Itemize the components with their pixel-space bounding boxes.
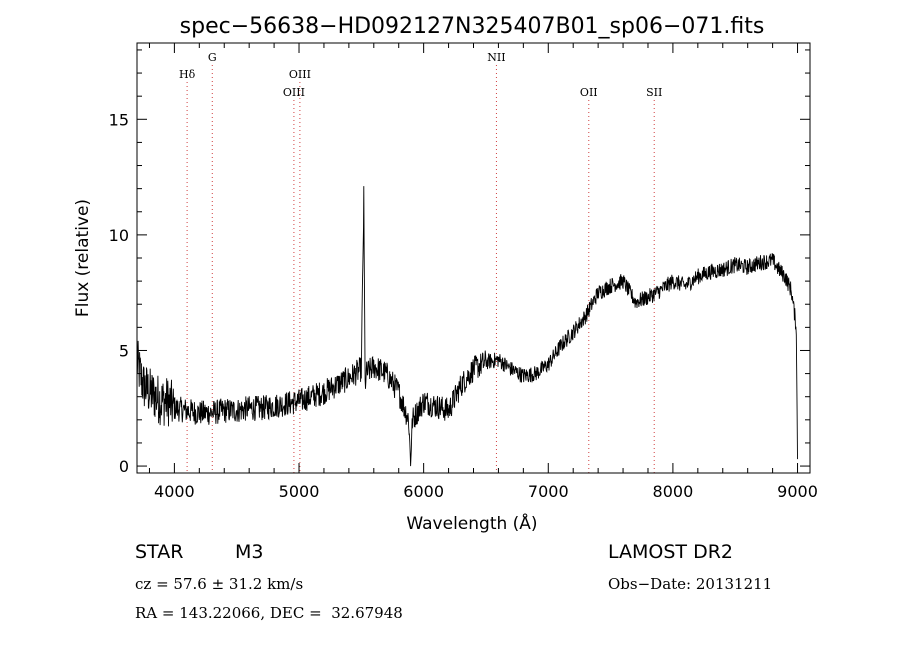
- spectral-line-label-2: OIII: [283, 86, 305, 99]
- y-axis-label: Flux (relative): [73, 199, 93, 317]
- axes: 4000 5000 6000 7000 8000 9000 0 5 10 15: [109, 43, 818, 501]
- object-subclass: M3: [235, 541, 264, 563]
- spectral-line-label-5: OII: [580, 86, 598, 99]
- spectrum-chart: spec−56638−HD092127N325407B01_sp06−071.f…: [73, 14, 818, 534]
- spectral-line-markers: Hδ G OIII OIII NII OII SII: [179, 51, 662, 473]
- spectrum-series: [136, 186, 798, 467]
- spectral-line-label-6: SII: [646, 86, 662, 99]
- chart-title: spec−56638−HD092127N325407B01_sp06−071.f…: [180, 14, 765, 39]
- x-tick-label-4: 8000: [653, 482, 694, 501]
- x-tick-label-3: 7000: [528, 482, 569, 501]
- spectral-line-label-1: G: [208, 51, 217, 64]
- x-axis-label: Wavelength (Å): [406, 512, 537, 534]
- x-tick-label-2: 6000: [403, 482, 444, 501]
- redshift-value: cz = 57.6 ± 31.2 km/s: [135, 575, 304, 593]
- spectrum-line-0: [136, 186, 798, 467]
- object-class: STAR: [135, 541, 184, 563]
- x-tick-label-1: 5000: [279, 482, 320, 501]
- spectral-line-label-3: OIII: [289, 68, 311, 81]
- y-tick-label-0: 0: [119, 457, 129, 476]
- y-tick-label-3: 15: [109, 110, 129, 129]
- spectral-line-label-0: Hδ: [179, 68, 196, 81]
- x-tick-label-0: 4000: [154, 482, 195, 501]
- y-tick-label-2: 10: [109, 226, 129, 245]
- x-tick-label-5: 9000: [777, 482, 818, 501]
- coordinates: RA = 143.22066, DEC = 32.67948: [135, 604, 403, 622]
- observation-date: Obs−Date: 20131211: [608, 575, 773, 593]
- y-tick-label-1: 5: [119, 341, 129, 360]
- survey-name: LAMOST DR2: [608, 541, 733, 563]
- spectral-line-label-4: NII: [487, 51, 505, 64]
